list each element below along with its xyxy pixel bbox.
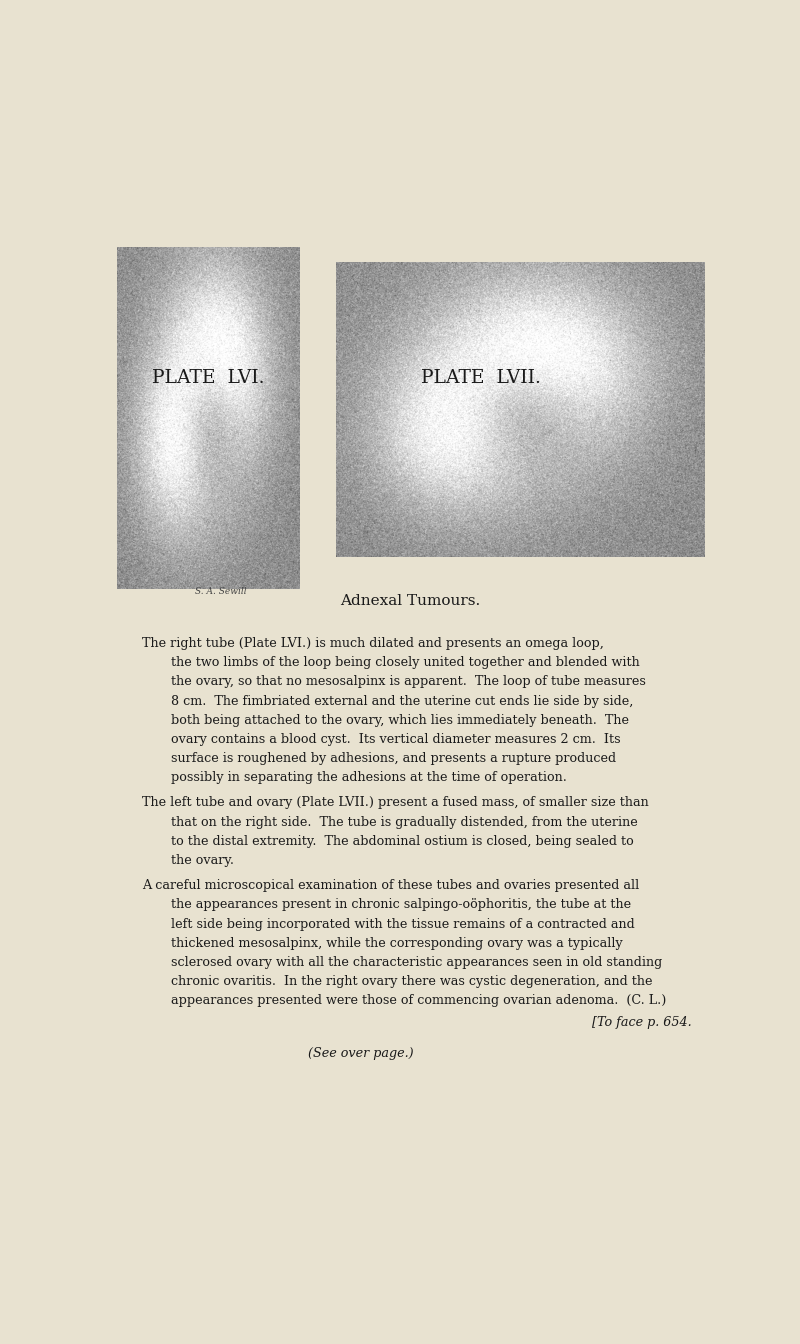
Text: left side being incorporated with the tissue remains of a contracted and: left side being incorporated with the ti… <box>171 918 635 930</box>
Text: the ovary, so that no mesosalpinx is apparent.  The loop of tube measures: the ovary, so that no mesosalpinx is app… <box>171 675 646 688</box>
Text: chronic ovaritis.  In the right ovary there was cystic degeneration, and the: chronic ovaritis. In the right ovary the… <box>171 974 653 988</box>
Text: the ovary.: the ovary. <box>171 853 234 867</box>
Text: that on the right side.  The tube is gradually distended, from the uterine: that on the right side. The tube is grad… <box>171 816 638 829</box>
Text: The right tube (Plate LVI.) is much dilated and presents an omega loop,: The right tube (Plate LVI.) is much dila… <box>142 637 604 650</box>
Text: PLATE  LVI.: PLATE LVI. <box>152 368 265 387</box>
Text: ovary contains a blood cyst.  Its vertical diameter measures 2 cm.  Its: ovary contains a blood cyst. Its vertica… <box>171 732 621 746</box>
Text: thickened mesosalpinx, while the corresponding ovary was a typically: thickened mesosalpinx, while the corresp… <box>171 937 623 950</box>
Text: (See over page.): (See over page.) <box>307 1047 414 1060</box>
Text: the two limbs of the loop being closely united together and blended with: the two limbs of the loop being closely … <box>171 656 640 669</box>
Text: S. A. Sewill: S. A. Sewill <box>195 586 246 595</box>
Text: appearances presented were those of commencing ovarian adenoma.  (C. L.): appearances presented were those of comm… <box>171 995 666 1007</box>
Text: the appearances present in chronic salpingo-oöphoritis, the tube at the: the appearances present in chronic salpi… <box>171 898 631 911</box>
Text: [To face p. 654.: [To face p. 654. <box>593 1016 692 1030</box>
Text: 8 cm.  The fimbriated external and the uterine cut ends lie side by side,: 8 cm. The fimbriated external and the ut… <box>171 695 634 707</box>
Text: Adnexal Tumours.: Adnexal Tumours. <box>340 594 480 607</box>
Text: PLATE  LVII.: PLATE LVII. <box>422 368 542 387</box>
Text: surface is roughened by adhesions, and presents a rupture produced: surface is roughened by adhesions, and p… <box>171 751 617 765</box>
Text: both being attached to the ovary, which lies immediately beneath.  The: both being attached to the ovary, which … <box>171 714 630 727</box>
Text: A careful microscopical examination of these tubes and ovaries presented all: A careful microscopical examination of t… <box>142 879 639 892</box>
Text: to the distal extremity.  The abdominal ostium is closed, being sealed to: to the distal extremity. The abdominal o… <box>171 835 634 848</box>
Text: The left tube and ovary (Plate LVII.) present a fused mass, of smaller size than: The left tube and ovary (Plate LVII.) pr… <box>142 797 649 809</box>
Text: sclerosed ovary with all the characteristic appearances seen in old standing: sclerosed ovary with all the characteris… <box>171 956 662 969</box>
Text: possibly in separating the adhesions at the time of operation.: possibly in separating the adhesions at … <box>171 771 567 784</box>
